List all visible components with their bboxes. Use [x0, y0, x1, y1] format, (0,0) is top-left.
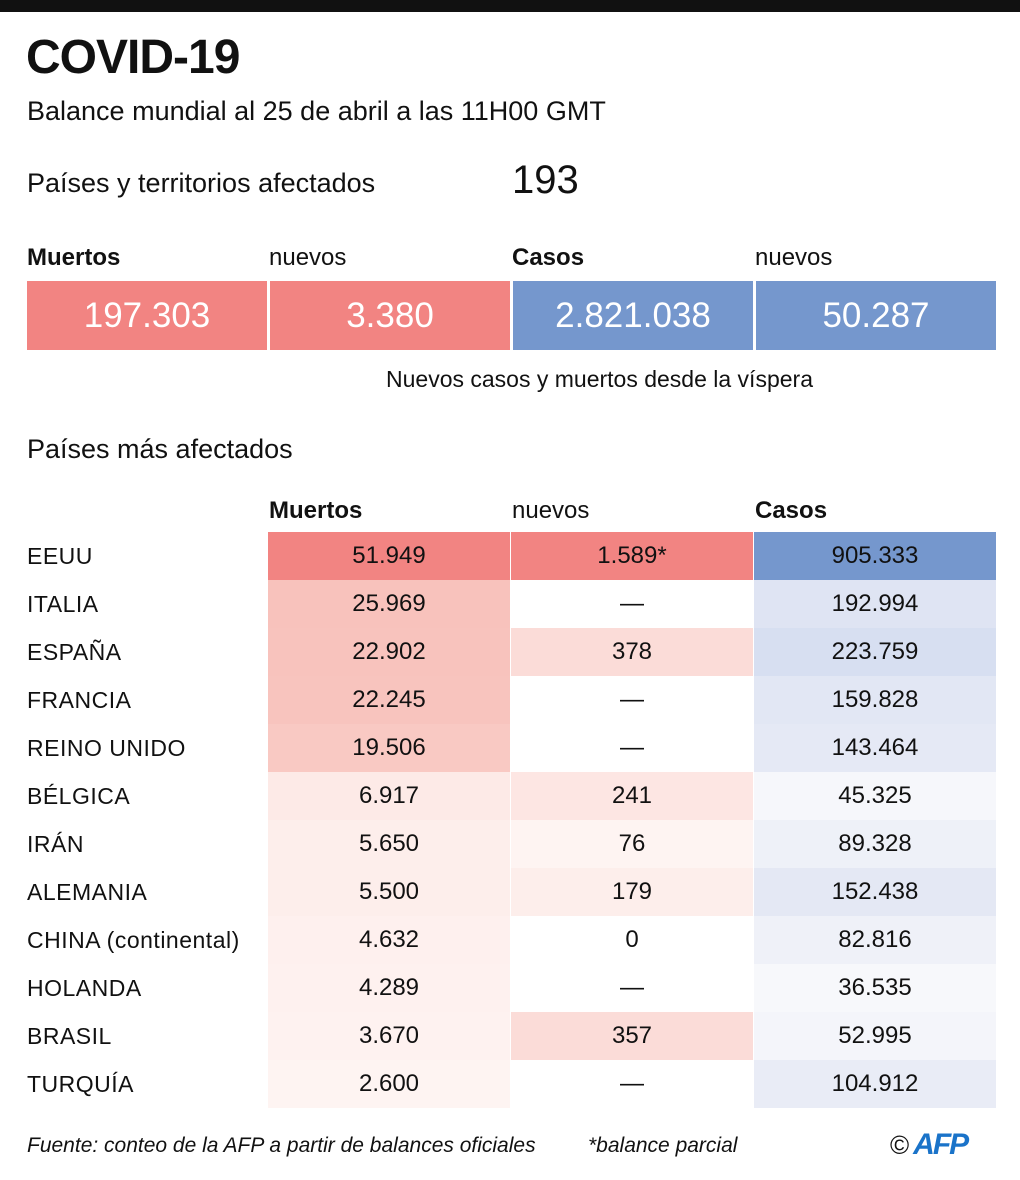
new-deaths-box: 3.380: [270, 281, 510, 350]
country-name: ALEMANIA: [27, 879, 148, 905]
subtitle: Balance mundial al 25 de abril a las 11H…: [27, 96, 606, 126]
affected-label: Países y territorios afectados: [27, 168, 376, 198]
new-deaths-cell: 378: [511, 628, 753, 676]
table-row: HOLANDA 4.289—36.535: [0, 964, 1020, 1012]
cases-cell: 152.438: [754, 868, 996, 916]
deaths-cell: 25.969: [268, 580, 510, 628]
deaths-cell: 22.245: [268, 676, 510, 724]
country-name: CHINA (continental): [27, 927, 240, 953]
new-deaths-cell: 357: [511, 1012, 753, 1060]
new-cases-label: nuevos: [755, 244, 833, 271]
table-row: CHINA (continental) 4.632 0 82.816: [0, 916, 1020, 964]
header-new: nuevos: [512, 497, 590, 524]
deaths-cell: 3.670: [268, 1012, 510, 1060]
new-deaths-cell: —: [511, 676, 753, 724]
cases-cell: 36.535: [754, 964, 996, 1012]
deaths-label: Muertos: [27, 244, 121, 271]
deaths-cell: 22.902: [268, 628, 510, 676]
new-deaths-cell: —: [511, 1060, 753, 1108]
top-bar: [0, 0, 1020, 12]
new-deaths-cell: 0: [511, 916, 753, 964]
copyright-icon: ©: [890, 1129, 910, 1160]
table-row: ESPAÑA 22.902 378 223.759: [0, 628, 1020, 676]
country-name: FRANCIA: [27, 687, 132, 713]
partial-note: *balance parcial: [588, 1134, 738, 1157]
new-cases-box: 50.287: [756, 281, 996, 350]
deaths-cell: 6.917: [268, 772, 510, 820]
table-row: FRANCIA 22.245—159.828: [0, 676, 1020, 724]
deaths-cell: 4.632: [268, 916, 510, 964]
country-name: HOLANDA: [27, 975, 142, 1001]
deaths-cell: 51.949: [268, 532, 510, 580]
new-deaths-cell: 76: [511, 820, 753, 868]
cases-cell: 159.828: [754, 676, 996, 724]
deaths-box: 197.303: [27, 281, 267, 350]
country-name: EEUU: [27, 543, 93, 569]
cases-cell: 52.995: [754, 1012, 996, 1060]
deaths-cell: 5.500: [268, 868, 510, 916]
source-note: Fuente: conteo de la AFP a partir de bal…: [27, 1134, 536, 1157]
affected-value: 193: [512, 158, 579, 202]
summary-note: Nuevos casos y muertos desde la víspera: [386, 366, 813, 392]
cases-cell: 82.816: [754, 916, 996, 964]
table-row: BÉLGICA 6.917 241 45.325: [0, 772, 1020, 820]
cases-cell: 143.464: [754, 724, 996, 772]
cases-cell: 905.333: [754, 532, 996, 580]
new-deaths-cell: 179: [511, 868, 753, 916]
header-deaths: Muertos: [269, 497, 363, 524]
country-name: BÉLGICA: [27, 783, 131, 809]
table-row: BRASIL 3.670 357 52.995: [0, 1012, 1020, 1060]
section-title: Países más afectados: [27, 434, 293, 464]
country-name: TURQUÍA: [27, 1071, 134, 1097]
page-title: COVID-19: [26, 31, 240, 84]
afp-logo: © AFP: [890, 1128, 969, 1162]
afp-logo-text: AFP: [913, 1128, 969, 1161]
cases-cell: 104.912: [754, 1060, 996, 1108]
header-cases: Casos: [755, 497, 828, 524]
new-deaths-cell: 1.589*: [511, 532, 753, 580]
new-deaths-cell: 241: [511, 772, 753, 820]
table-row: EEUU 51.949 1.589* 905.333: [0, 532, 1020, 580]
country-name: ESPAÑA: [27, 639, 122, 665]
table-row: IRÁN 5.650 76 89.328: [0, 820, 1020, 868]
country-name: REINO UNIDO: [27, 735, 186, 761]
cases-cell: 89.328: [754, 820, 996, 868]
cases-cell: 45.325: [754, 772, 996, 820]
cases-cell: 192.994: [754, 580, 996, 628]
new-deaths-cell: —: [511, 724, 753, 772]
country-name: BRASIL: [27, 1023, 112, 1049]
new-deaths-label: nuevos: [269, 244, 347, 271]
new-deaths-cell: —: [511, 964, 753, 1012]
deaths-cell: 2.600: [268, 1060, 510, 1108]
table-row: REINO UNIDO 19.506—143.464: [0, 724, 1020, 772]
table-row: ITALIA 25.969—192.994: [0, 580, 1020, 628]
table-row: TURQUÍA 2.600—104.912: [0, 1060, 1020, 1108]
deaths-cell: 19.506: [268, 724, 510, 772]
deaths-cell: 4.289: [268, 964, 510, 1012]
deaths-cell: 5.650: [268, 820, 510, 868]
cases-cell: 223.759: [754, 628, 996, 676]
table-row: ALEMANIA 5.500 179 152.438: [0, 868, 1020, 916]
cases-box: 2.821.038: [513, 281, 753, 350]
country-name: IRÁN: [27, 831, 84, 857]
cases-label: Casos: [512, 244, 585, 271]
country-name: ITALIA: [27, 591, 99, 617]
new-deaths-cell: —: [511, 580, 753, 628]
